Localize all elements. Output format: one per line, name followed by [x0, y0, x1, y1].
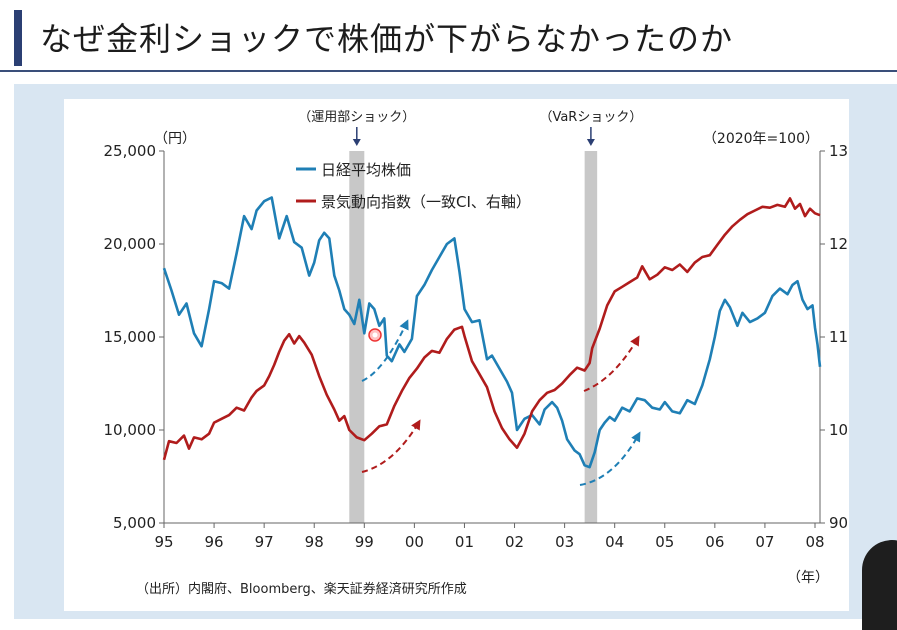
trend-arrow-blue-1: [361, 319, 409, 382]
x-tick-label-11: 06: [705, 533, 724, 551]
shock-label-0: （運用部ショック）: [298, 110, 415, 125]
x-tick-label-5: 00: [405, 533, 424, 551]
y-left-tick-label-2: 15,000: [104, 328, 157, 346]
pointer-dot-center: [372, 332, 378, 338]
x-tick-label-6: 01: [455, 533, 474, 551]
x-tick-label-9: 04: [605, 533, 624, 551]
x-tick-label-3: 98: [305, 533, 324, 551]
series-line-0: [162, 196, 822, 469]
series-line-1: [162, 197, 821, 461]
title-accent-bar: [14, 10, 22, 66]
x-tick-label-1: 96: [205, 533, 224, 551]
x-tick-label-0: 95: [154, 533, 173, 551]
trend-arrow-red-1: [361, 419, 421, 473]
chart-svg: （運用部ショック） （VaRショック） 25,000 20,000 15,000 10,…: [104, 110, 858, 597]
speaker-silhouette: [862, 540, 897, 630]
x-axis-unit: （年）: [787, 570, 829, 586]
right-axis-unit: （2020年=100）: [703, 131, 819, 147]
x-tick-label-7: 02: [505, 533, 524, 551]
y-right-tick-label-2: 110: [829, 328, 849, 346]
y-right-tick-label-3: 100: [829, 421, 849, 439]
shock-arrowhead-0: [352, 139, 361, 146]
x-tick-label-4: 99: [355, 533, 374, 551]
y-left-tick-label-0: 25,000: [104, 142, 157, 160]
shock-band-1: [584, 151, 598, 523]
x-tick-label-2: 97: [255, 533, 274, 551]
y-left-tick-label-3: 10,000: [104, 421, 157, 439]
legend-label-ci: 景気動向指数（一致CI、右軸）: [321, 193, 531, 211]
chart-panel: （運用部ショック） （VaRショック） 25,000 20,000 15,000 10,…: [64, 99, 858, 611]
x-tick-label-10: 05: [655, 533, 674, 551]
legend-label-nikkei: 日経平均株価: [321, 161, 411, 179]
y-right-tick-label-1: 120: [829, 235, 849, 253]
x-tick-label-8: 03: [555, 533, 574, 551]
left-axis-unit: （円）: [154, 131, 196, 147]
y-left-tick-label-4: 5,000: [113, 514, 156, 532]
trend-arrow-blue-2: [579, 431, 641, 486]
y-right-tick-label-0: 130: [829, 142, 849, 160]
y-right-tick-label-4: 90: [829, 514, 848, 532]
shock-label-1: （VaRショック）: [539, 110, 642, 125]
y-left-tick-label-1: 20,000: [104, 235, 157, 253]
slide-title: なぜ金利ショックで株価が下がらなかったのか: [40, 20, 734, 58]
shock-arrowhead-1: [586, 139, 595, 146]
x-tick-label-13: 08: [805, 533, 824, 551]
shock-band-0: [349, 151, 365, 523]
title-bar: なぜ金利ショックで株価が下がらなかったのか: [0, 0, 897, 72]
source-note: （出所）内閣府、Bloomberg、楽天証券経済研究所作成: [136, 581, 467, 597]
x-tick-label-12: 07: [755, 533, 774, 551]
trend-arrow-red-2: [583, 335, 640, 392]
